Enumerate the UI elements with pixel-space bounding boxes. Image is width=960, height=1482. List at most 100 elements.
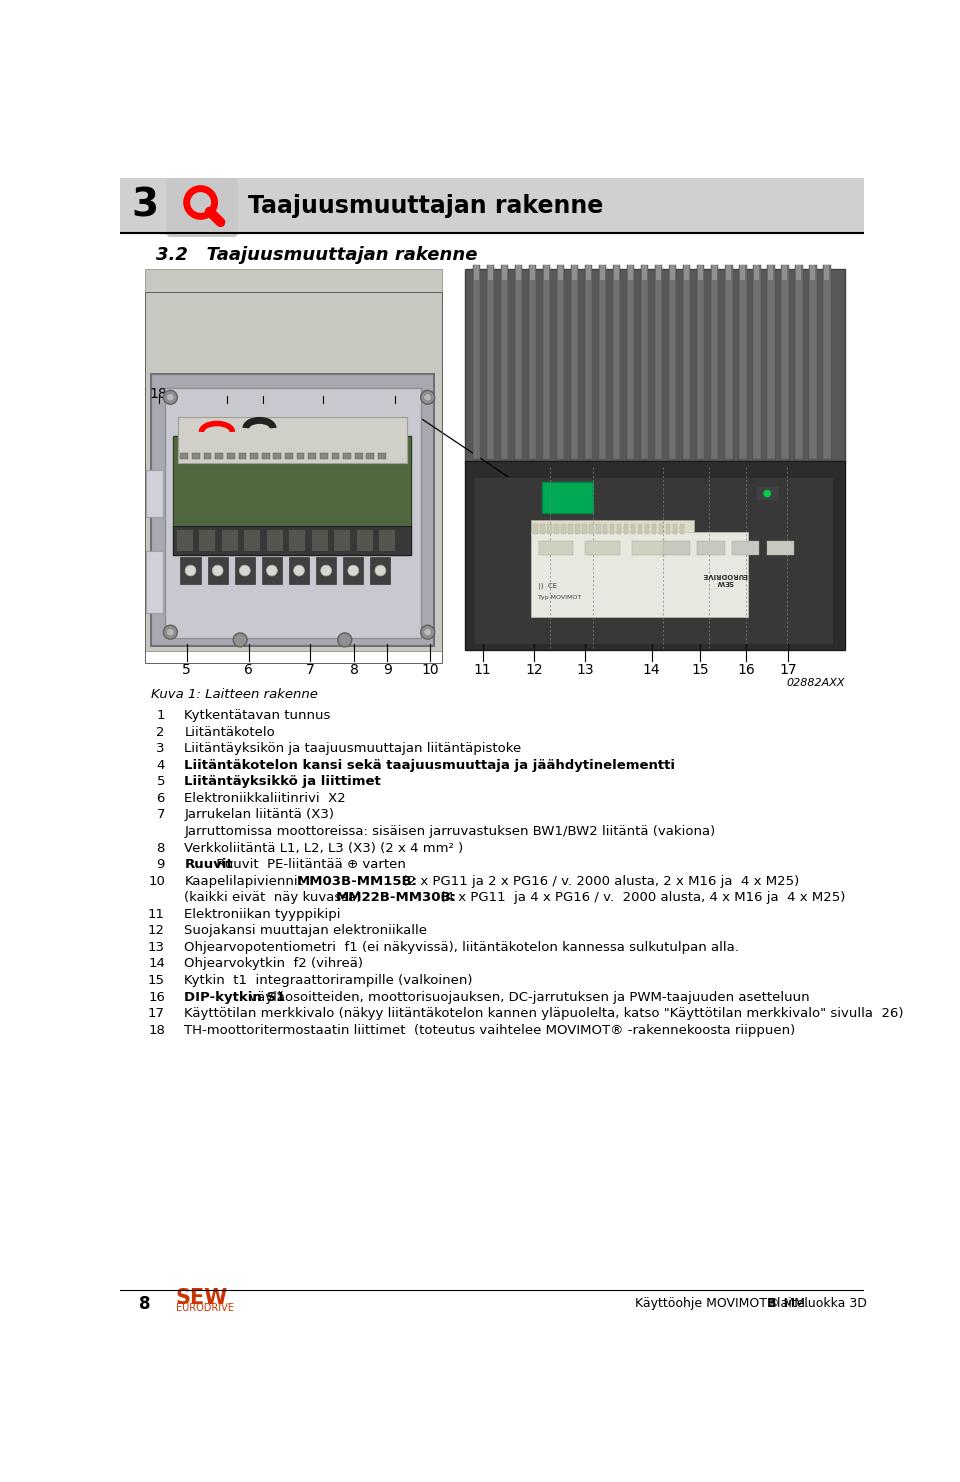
Bar xyxy=(227,452,234,459)
Text: Käyttötilan merkkivalo (näkyy liitäntäkotelon kannen yläpuolelta, katso "Käyttöt: Käyttötilan merkkivalo (näkyy liitäntäko… xyxy=(184,1008,903,1020)
Bar xyxy=(146,470,162,517)
Text: (4 x PG11  ja 4 x PG16 / v.  2000 alusta, 4 x M16 ja  4 x M25): (4 x PG11 ja 4 x PG16 / v. 2000 alusta, … xyxy=(432,891,846,904)
Bar xyxy=(640,265,648,459)
Bar xyxy=(726,265,732,280)
Circle shape xyxy=(294,565,304,576)
Bar xyxy=(288,529,305,550)
Bar xyxy=(557,265,564,459)
Bar xyxy=(487,265,494,459)
Text: MM03B-MM15B:: MM03B-MM15B: xyxy=(297,874,418,888)
Text: 1: 1 xyxy=(223,387,231,402)
Bar xyxy=(755,265,759,280)
Text: 3: 3 xyxy=(319,387,327,402)
Text: Kaapelilapiviennit: Kaapelilapiviennit xyxy=(184,874,303,888)
Bar xyxy=(344,452,351,459)
Bar xyxy=(176,529,193,550)
Bar xyxy=(378,452,386,459)
Bar xyxy=(612,265,620,459)
Bar xyxy=(795,265,803,459)
Bar xyxy=(645,525,649,534)
Bar xyxy=(180,452,188,459)
Bar xyxy=(767,265,775,459)
Circle shape xyxy=(163,390,178,405)
Bar xyxy=(465,461,845,649)
Bar xyxy=(199,529,215,550)
Bar xyxy=(712,265,717,280)
Text: 3: 3 xyxy=(156,742,165,756)
Bar xyxy=(570,265,578,459)
Bar xyxy=(680,525,684,534)
Bar xyxy=(756,486,779,501)
Bar xyxy=(472,477,833,645)
Text: 8: 8 xyxy=(156,842,165,855)
Bar xyxy=(725,265,732,459)
Bar xyxy=(320,452,327,459)
Text: Kytkentätavan tunnus: Kytkentätavan tunnus xyxy=(184,710,330,722)
Bar xyxy=(539,541,573,556)
Text: 12: 12 xyxy=(525,662,542,677)
Text: Ruuvit  PE-liitäntää ⊕ varten: Ruuvit PE-liitäntää ⊕ varten xyxy=(212,858,406,871)
Bar xyxy=(251,452,258,459)
Bar xyxy=(367,452,374,459)
Bar xyxy=(652,525,657,534)
FancyBboxPatch shape xyxy=(167,178,237,236)
Bar xyxy=(502,265,507,280)
Bar xyxy=(768,265,773,280)
Bar xyxy=(642,265,647,280)
Bar xyxy=(684,265,689,280)
Bar xyxy=(669,265,677,459)
Text: Kytkin  t1  integraattorirampille (valkoinen): Kytkin t1 integraattorirampille (valkoin… xyxy=(184,974,473,987)
Bar xyxy=(572,265,577,280)
Bar xyxy=(542,482,592,513)
Text: 5: 5 xyxy=(182,662,191,677)
Bar xyxy=(274,452,281,459)
Bar xyxy=(192,452,200,459)
Text: Suojakansi muuttajan elektroniikalle: Suojakansi muuttajan elektroniikalle xyxy=(184,925,427,937)
Text: 18: 18 xyxy=(148,1024,165,1037)
Text: Typ MOVIMOT: Typ MOVIMOT xyxy=(539,594,582,600)
Bar xyxy=(285,452,293,459)
Bar xyxy=(531,520,693,536)
Text: 18: 18 xyxy=(150,387,168,402)
Text: Jarrukelan liitäntä (X3): Jarrukelan liitäntä (X3) xyxy=(184,809,334,821)
Bar xyxy=(585,265,592,459)
Text: 13: 13 xyxy=(576,662,594,677)
Bar xyxy=(628,265,633,280)
Text: 2: 2 xyxy=(156,726,165,738)
Text: Elektroniikkaliitinrivi  X2: Elektroniikkaliitinrivi X2 xyxy=(184,791,346,805)
Bar xyxy=(289,557,309,584)
Bar xyxy=(673,525,677,534)
Bar xyxy=(710,265,718,459)
Bar xyxy=(627,265,635,459)
Text: 10: 10 xyxy=(148,874,165,888)
Text: ))  CE: )) CE xyxy=(539,582,558,590)
Text: Verkkoliitäntä L1, L2, L3 (X3) (2 x 4 mm² ): Verkkoliitäntä L1, L2, L3 (X3) (2 x 4 mm… xyxy=(184,842,464,855)
Bar xyxy=(670,265,675,280)
Text: SEW: SEW xyxy=(176,1288,228,1309)
Text: 15: 15 xyxy=(691,662,709,677)
Bar xyxy=(587,265,591,280)
Text: väyläosoitteiden, moottorisuojauksen, DC-jarrutuksen ja PWM-taajuuden asetteluun: väyläosoitteiden, moottorisuojauksen, DC… xyxy=(245,990,809,1003)
Bar xyxy=(501,265,509,459)
Bar xyxy=(355,452,363,459)
Circle shape xyxy=(423,393,432,402)
Text: 17: 17 xyxy=(148,1008,165,1020)
Bar xyxy=(610,525,614,534)
Bar xyxy=(472,265,480,459)
Text: 15: 15 xyxy=(148,974,165,987)
Text: 10: 10 xyxy=(421,662,439,677)
Text: 12: 12 xyxy=(148,925,165,937)
Bar xyxy=(631,525,636,534)
Circle shape xyxy=(163,625,178,639)
Circle shape xyxy=(166,628,175,636)
Bar xyxy=(179,416,407,462)
Text: 9: 9 xyxy=(156,858,165,871)
Text: Ohjearvokytkin  f2 (vihreä): Ohjearvokytkin f2 (vihreä) xyxy=(184,957,363,971)
Circle shape xyxy=(348,565,359,576)
Bar xyxy=(782,265,787,280)
Bar xyxy=(145,292,442,662)
Text: (2 x PG11 ja 2 x PG16 / v. 2000 alusta, 2 x M16 ja  4 x M25): (2 x PG11 ja 2 x PG16 / v. 2000 alusta, … xyxy=(394,874,799,888)
Bar xyxy=(655,265,662,459)
Text: 3.2   Taajuusmuuttajan rakenne: 3.2 Taajuusmuuttajan rakenne xyxy=(156,246,478,264)
Bar xyxy=(262,452,270,459)
